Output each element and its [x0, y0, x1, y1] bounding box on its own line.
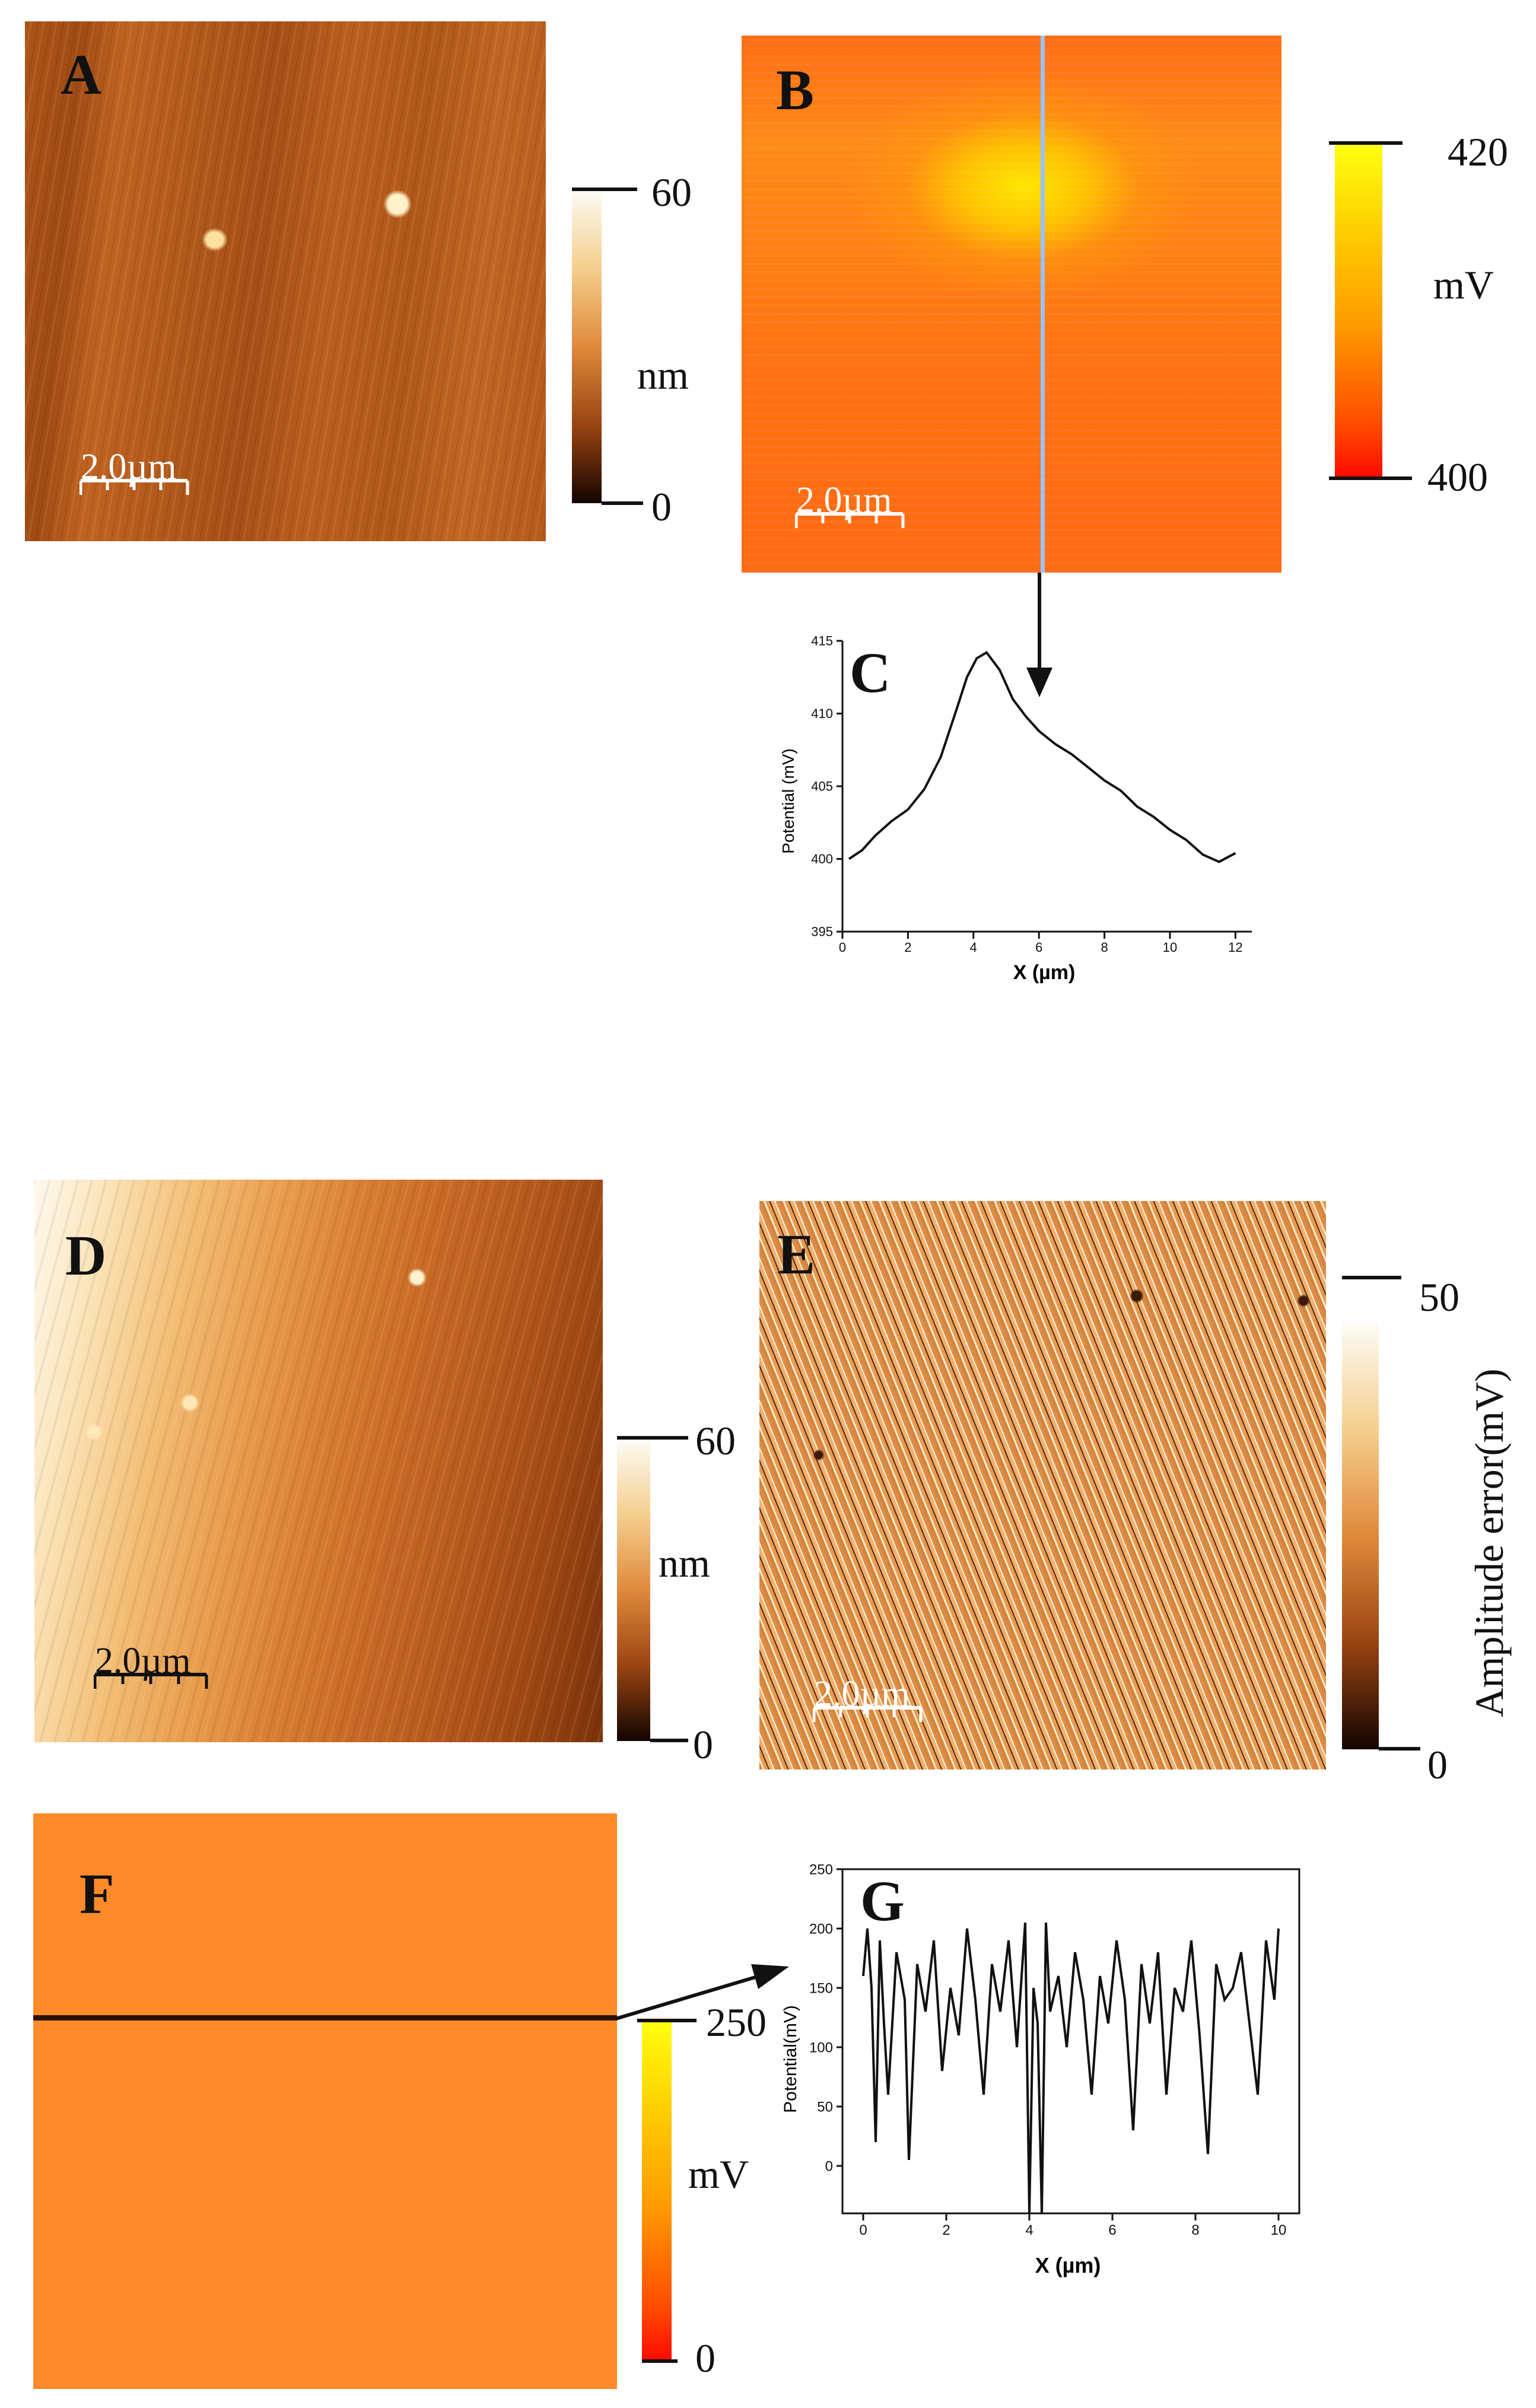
y-tick-label: 410 [811, 706, 833, 721]
colorbar-b-top-tick [1329, 141, 1403, 145]
scale-bar-ticks [795, 512, 905, 528]
panel-label-b: B [776, 58, 815, 122]
y-tick-label: 150 [809, 1980, 833, 1996]
colorbar-e-top-tick [1342, 1276, 1401, 1279]
colorbar-f [642, 2021, 672, 2361]
colorbar-a-bottom-tick [602, 501, 643, 505]
scale-bar-e: 2.0µm [813, 1676, 943, 1722]
scale-bar-ticks [94, 1673, 208, 1689]
potential-map-image-f: F [33, 1813, 617, 2389]
x-tick-label: 0 [859, 2222, 867, 2238]
afm-topography-image-d: D 2.0µm [34, 1180, 603, 1742]
scale-bar-d: 2.0µm [94, 1643, 224, 1689]
colorbar-d-unit: nm [659, 1540, 710, 1586]
colorbar-d [617, 1438, 650, 1741]
colorbar-b-max: 420 [1448, 129, 1508, 174]
y-tick-label: 395 [811, 925, 833, 939]
chart-c-xlabel: X (µm) [1013, 961, 1076, 984]
x-tick-label: 2 [904, 940, 911, 955]
series-line [848, 650, 1236, 863]
colorbar-f-min: 0 [695, 2336, 715, 2381]
panel-label-e: E [777, 1222, 816, 1286]
y-tick-label: 415 [811, 634, 833, 649]
x-tick-label: 12 [1228, 940, 1242, 955]
colorbar-b [1335, 142, 1382, 478]
colorbar-a-max: 60 [651, 170, 692, 215]
line-profile-marker-b [1041, 36, 1045, 573]
amplitude-error-image-e: E 2.0µm [759, 1201, 1326, 1770]
y-tick-label: 400 [811, 852, 833, 866]
scale-bar-b: 2.0µm [795, 482, 926, 528]
axis-lines [841, 641, 1252, 933]
line-profile-marker-f [33, 2015, 617, 2021]
colorbar-a-min: 0 [651, 484, 672, 529]
plot-frame [841, 1868, 1300, 2215]
colorbar-d-bottom-tick [650, 1739, 688, 1742]
series-line [862, 1922, 1280, 2214]
x-tick-label: 4 [1025, 2222, 1033, 2238]
colorbar-b-bottom-tick [1329, 476, 1412, 480]
chart-c-ylabel: Potential (mV) [779, 748, 797, 853]
x-tick-label: 8 [1101, 940, 1108, 955]
x-tick-label: 6 [1035, 940, 1042, 955]
colorbar-e-max: 50 [1419, 1275, 1459, 1320]
arrow-f-to-g [615, 1964, 789, 2021]
potential-map-image-b: B 2.0µm [742, 36, 1281, 573]
colorbar-f-max: 250 [706, 2000, 767, 2045]
colorbar-e-unit: Amplitude error(mV) [1467, 1368, 1512, 1717]
arrow-b-to-c [1026, 573, 1052, 697]
colorbar-a [572, 189, 602, 503]
afm-topography-image-a: A 2.0µm [25, 21, 546, 541]
chart-g-xlabel: X (µm) [1035, 2253, 1101, 2277]
scale-bar-a: 2.0µm [79, 449, 210, 495]
colorbar-f-top-tick [637, 2019, 697, 2022]
colorbar-f-bottom-tick [642, 2359, 678, 2363]
x-tick-label: 6 [1108, 2222, 1116, 2238]
line-profile-chart-c: 0 2 4 6 8 10 12 395 400 405 410 415 X (µm) Potentia… [779, 634, 1252, 984]
y-tick-label: 0 [825, 2158, 833, 2174]
y-tick-label: 50 [817, 2099, 833, 2115]
colorbar-b-min: 400 [1427, 455, 1488, 500]
x-tick-label: 0 [839, 940, 846, 955]
colorbar-d-top-tick [617, 1436, 688, 1440]
scale-bar-ticks [813, 1706, 923, 1722]
panel-label-a: A [61, 43, 102, 106]
colorbar-d-min: 0 [693, 1722, 713, 1767]
y-tick-label: 200 [809, 1921, 833, 1937]
panel-label-g: G [860, 1869, 905, 1933]
colorbar-e [1342, 1322, 1379, 1749]
x-tick-label: 8 [1191, 2222, 1199, 2238]
scale-bar-ticks [79, 479, 189, 495]
colorbar-d-max: 60 [695, 1418, 736, 1463]
y-tick-label: 100 [809, 2040, 833, 2056]
panel-label-d: D [65, 1224, 107, 1287]
y-tick-label: 405 [811, 779, 833, 794]
colorbar-e-min: 0 [1427, 1742, 1448, 1787]
y-tick-label: 250 [809, 1861, 833, 1878]
chart-g-ylabel: Potential(mV) [781, 2005, 800, 2113]
colorbar-a-top-tick [572, 188, 637, 191]
colorbar-f-unit: mV [688, 2152, 749, 2197]
colorbar-a-unit: nm [637, 352, 689, 398]
colorbar-b-unit: mV [1433, 262, 1494, 307]
x-tick-label: 4 [970, 940, 977, 955]
x-tick-label: 10 [1163, 940, 1177, 955]
colorbar-e-bottom-tick [1379, 1747, 1420, 1751]
panel-label-f: F [79, 1862, 115, 1926]
x-tick-label: 10 [1271, 2222, 1287, 2238]
x-tick-label: 2 [942, 2222, 950, 2238]
panel-label-c: C [850, 641, 891, 704]
